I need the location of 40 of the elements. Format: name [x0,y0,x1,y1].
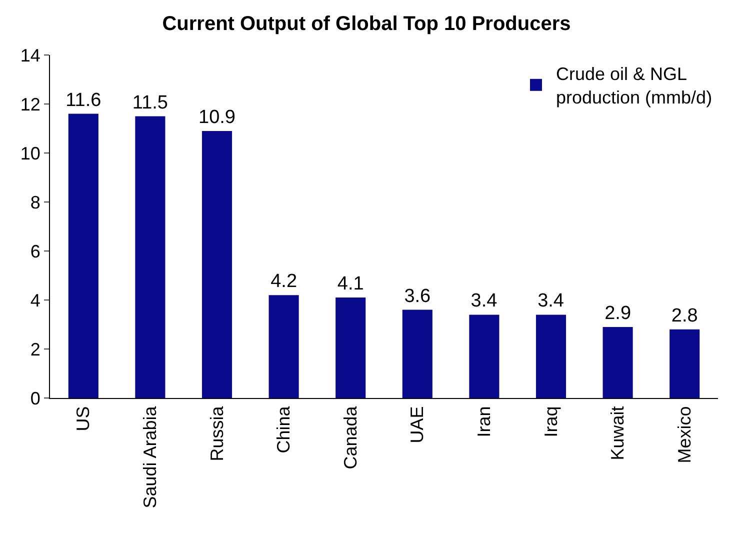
data-label: 2.9 [604,302,632,324]
bar [268,295,299,398]
x-tick-label: UAE [407,406,428,444]
data-label: 3.4 [538,290,564,312]
data-label: 10.9 [198,106,236,128]
x-tick-label: Saudi Arabia [140,405,160,508]
bar [202,130,232,398]
data-label: 2.8 [671,305,698,326]
y-tick-label: 4 [30,290,40,310]
data-label: 4.2 [270,271,298,292]
x-tick-label: Mexico [674,406,694,464]
x-tick-label: Iran [474,406,494,438]
bar [68,114,98,398]
bar [336,298,366,398]
y-tick-label: 14 [20,45,40,66]
y-tick-label: 6 [30,241,40,262]
x-tick-label: Iraq [540,406,561,438]
y-tick-label: 10 [20,143,40,164]
bar [135,116,166,398]
y-tick-label: 8 [30,192,40,212]
legend-label: Crude oil & NGL production (mmb/d) [556,64,712,108]
bar [602,326,633,398]
y-tick-label: 0 [30,388,40,408]
data-label: 4.1 [337,274,364,295]
x-tick-label: US [73,406,94,432]
data-label: 3.4 [470,290,498,312]
data-label: 11.5 [132,92,168,114]
x-tick-label: Canada [340,405,360,470]
y-tick-label: 2 [30,339,40,360]
chart-title: Current Output of Global Top 10 Producers [162,13,571,36]
bar [670,329,700,398]
bar [469,314,500,398]
bar [536,314,566,398]
x-tick-label: Kuwait [608,406,628,460]
data-label: 11.6 [66,90,102,111]
x-tick-label: Russia [206,405,227,462]
y-tick-label: 12 [20,94,40,114]
data-label: 3.6 [404,286,431,307]
x-tick-label: China [274,405,294,454]
bar [402,310,432,398]
